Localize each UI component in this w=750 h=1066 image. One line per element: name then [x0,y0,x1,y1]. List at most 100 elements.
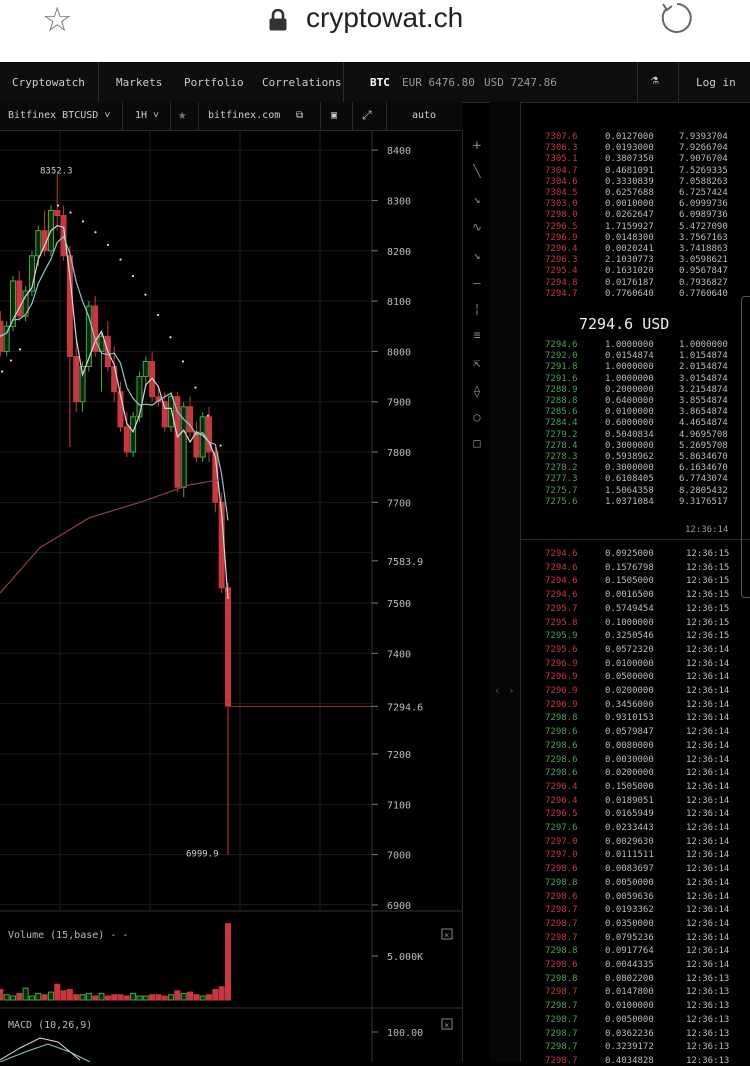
trade-row[interactable]: 7298.6 0.0200000 12:36:14 [521,768,750,778]
trade-row[interactable]: 7297.6 0.0233443 12:36:14 [521,823,750,833]
reload-icon[interactable] [660,1,694,35]
trade-row[interactable]: 7296.9 0.0500000 12:36:14 [521,672,750,682]
ask-row[interactable]: 7304.7 0.4681091 7.5269335 [521,166,750,176]
trade-row[interactable]: 7298.6 0.0059636 12:36:14 [521,892,750,902]
trade-row[interactable]: 7298.7 0.0147800 12:36:13 [521,987,750,997]
curve-tool-icon[interactable]: ∿ [471,220,483,234]
circle-tool-icon[interactable]: ○ [473,410,481,424]
nav-correlations[interactable]: Correlations [262,76,342,89]
trade-row[interactable]: 7297.0 0.0111511 12:36:14 [521,850,750,860]
line-tool-icon[interactable]: ╲ [473,164,481,178]
trade-row[interactable]: 7297.0 0.0029630 12:36:14 [521,837,750,847]
ask-row[interactable]: 7294.8 0.0176187 0.7936827 [521,278,750,288]
fib-tool-icon[interactable]: ⟠ [473,384,481,398]
bid-row[interactable]: 7275.6 1.0371084 9.3176517 [521,497,750,507]
trade-row[interactable]: 7294.6 0.0925000 12:36:15 [521,549,750,559]
price-chart[interactable]: 8400 8300 8200 8100 8000 7900 7800 7700 7583.9 75… [0,130,462,1062]
ask-row[interactable]: 7307.6 0.0127000 7.9393704 [521,132,750,142]
ask-row[interactable]: 7296.5 1.7159927 5.4727090 [521,222,750,232]
pointer-tool-icon[interactable]: ⇱ [473,356,481,370]
trade-row[interactable]: 7298.7 0.3239172 12:36:13 [521,1042,750,1052]
interval-selector[interactable]: 1H ˅ [135,110,160,121]
collapse-left-icon[interactable]: ‹ [494,684,501,697]
trade-row[interactable]: 7298.7 0.0362236 12:36:13 [521,1029,750,1039]
trade-row[interactable]: 7298.6 0.0083697 12:36:14 [521,864,750,874]
bid-row[interactable]: 7285.6 0.0100000 3.8654874 [521,407,750,417]
bid-row[interactable]: 7288.8 0.6400000 3.8554874 [521,396,750,406]
bid-row[interactable]: 7292.0 0.0154874 1.0154874 [521,351,750,361]
ask-row[interactable]: 7296.4 0.0020241 3.7418863 [521,244,750,254]
ask-row[interactable]: 7304.6 0.3330839 7.0588263 [521,177,750,187]
trade-row[interactable]: 7294.6 0.0016500 12:36:15 [521,590,750,600]
trade-row[interactable]: 7298.6 0.0030000 12:36:14 [521,755,750,765]
bid-row[interactable]: 7278.2 0.3000000 6.1634670 [521,463,750,473]
arrow-tool-icon[interactable]: ↘ [473,248,481,262]
trade-row[interactable]: 7296.4 0.1505000 12:36:14 [521,782,750,792]
exchange-link[interactable]: bitfinex.com [208,110,281,121]
bid-row[interactable]: 7288.9 0.2000000 3.2154874 [521,385,750,395]
trade-row[interactable]: 7294.6 0.1576798 12:36:15 [521,563,750,573]
ask-row[interactable]: 7296.9 0.0148300 3.7567163 [521,233,750,243]
trade-row[interactable]: 7298.8 0.0050000 12:36:14 [521,878,750,888]
bid-row[interactable]: 7278.4 0.3000000 5.2695708 [521,441,750,451]
trade-row[interactable]: 7295.9 0.3250546 12:36:15 [521,631,750,641]
ask-row[interactable]: 7305.1 0.3807350 7.9076704 [521,154,750,164]
trade-row[interactable]: 7298.8 0.9310153 12:36:14 [521,713,750,723]
bid-row[interactable]: 7279.2 0.5040834 4.9695708 [521,430,750,440]
trade-row[interactable]: 7296.9 0.3456000 12:36:14 [521,700,750,710]
trade-row[interactable]: 7298.6 0.0044335 12:36:14 [521,960,750,970]
bookmark-star-icon[interactable]: ☆ [42,0,73,40]
bid-row[interactable]: 7284.4 0.6000000 4.4654874 [521,418,750,428]
rect-tool-icon[interactable]: □ [473,436,481,450]
ask-row[interactable]: 7304.5 0.6257688 6.7257424 [521,188,750,198]
bid-row[interactable]: 7291.8 1.0000000 2.0154874 [521,362,750,372]
bid-row[interactable]: 7275.7 1.5064358 8.2805432 [521,486,750,496]
bid-row[interactable]: 7291.6 1.0000000 3.0154874 [521,374,750,384]
trade-row[interactable]: 7298.7 0.0795236 12:36:14 [521,933,750,943]
ask-row[interactable]: 7295.4 0.1631020 0.9567847 [521,266,750,276]
url-text[interactable]: cryptowat.ch [306,2,464,33]
collapse-right-icon[interactable]: › [508,684,515,697]
login-button[interactable]: Log in [696,76,736,89]
trade-row[interactable]: 7298.8 0.0802200 12:36:13 [521,974,750,984]
ask-row[interactable]: 7306.3 0.0193000 7.9266704 [521,143,750,153]
vline-tool-icon[interactable]: ¦ [473,302,481,316]
trade-row[interactable]: 7295.7 0.5749454 12:36:15 [521,604,750,614]
flask-icon[interactable]: ⚗ [651,73,659,88]
nav-portfolio[interactable]: Portfolio [184,76,244,89]
trade-row[interactable]: 7296.9 0.0200000 12:36:14 [521,686,750,696]
external-link-icon[interactable]: ⧉ [296,110,304,121]
side-scrollbar[interactable] [741,296,750,598]
screenshot-icon[interactable]: ▣ [331,110,338,121]
market-selector[interactable]: Bitfinex BTCUSD ˅ [8,110,111,121]
brand-logo[interactable]: Cryptowatch [12,76,85,89]
crosshair-tool-icon[interactable]: + [472,138,482,154]
ask-row[interactable]: 7298.0 0.0262647 6.0989736 [521,210,750,220]
fullscreen-icon[interactable]: ⤢ [362,108,372,122]
channel-tool-icon[interactable]: ≡ [473,328,481,342]
nav-markets[interactable]: Markets [116,76,163,89]
trade-row[interactable]: 7298.6 0.0579847 12:36:14 [521,727,750,737]
trade-row[interactable]: 7298.7 0.0100000 12:36:13 [521,1001,750,1011]
trade-row[interactable]: 7296.5 0.0165949 12:36:14 [521,809,750,819]
ask-row[interactable]: 7294.7 0.7760640 0.7760640 [521,289,750,299]
trade-row[interactable]: 7298.8 0.0917764 12:36:14 [521,946,750,956]
trade-row[interactable]: 7298.6 0.0080000 12:36:14 [521,741,750,751]
trade-row[interactable]: 7298.7 0.0350000 12:36:14 [521,919,750,929]
ray-tool-icon[interactable]: ↘ [473,192,481,206]
panel-divider[interactable]: ‹ › [490,102,521,1062]
scale-auto-button[interactable]: auto [412,110,437,121]
trade-row[interactable]: 7294.6 0.1505000 12:36:15 [521,576,750,586]
ask-row[interactable]: 7303.0 0.0010000 6.0999736 [521,199,750,209]
bid-row[interactable]: 7277.3 0.6108405 6.7743074 [521,474,750,484]
trade-row[interactable]: 7295.8 0.1000000 12:36:15 [521,618,750,628]
trade-row[interactable]: 7296.4 0.0189051 12:36:14 [521,796,750,806]
favorite-star-icon[interactable]: ★ [178,107,187,123]
trade-row[interactable]: 7295.6 0.0572320 12:36:14 [521,645,750,655]
trade-row[interactable]: 7298.7 0.0050000 12:36:13 [521,1015,750,1025]
trade-row[interactable]: 7298.7 0.4034828 12:36:13 [521,1056,750,1066]
bid-row[interactable]: 7278.3 0.5938962 5.8634670 [521,452,750,462]
bid-row[interactable]: 7294.6 1.0000000 1.0000000 [521,340,750,350]
hline-tool-icon[interactable]: — [473,276,481,290]
trade-row[interactable]: 7298.7 0.0193362 12:36:14 [521,905,750,915]
